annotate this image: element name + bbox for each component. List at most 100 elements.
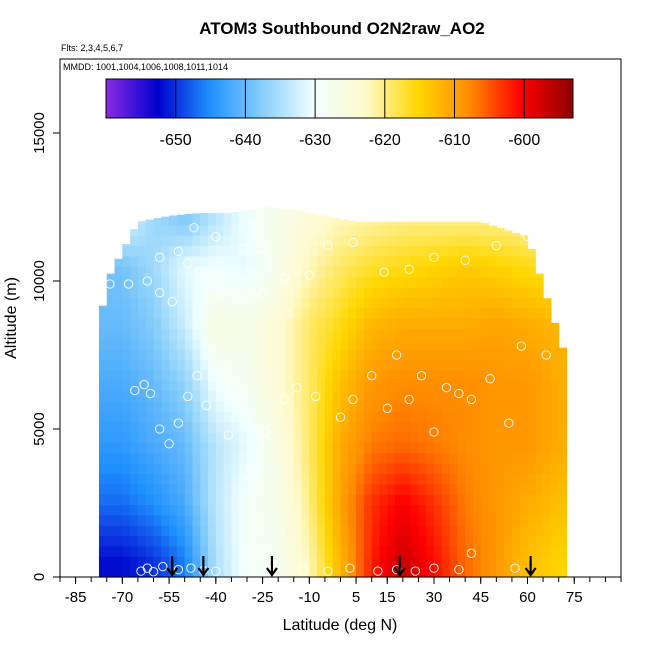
heatmap-cell	[254, 328, 264, 340]
x-tick-label: -70	[111, 589, 133, 606]
heatmap-cell	[379, 421, 388, 433]
heatmap-cell	[402, 224, 412, 236]
heatmap-cell	[285, 431, 295, 443]
heatmap-cell	[356, 338, 365, 350]
heatmap-cell	[511, 232, 521, 236]
heatmap-cell	[208, 349, 217, 361]
heatmap-cell	[426, 494, 435, 506]
heatmap-cell	[169, 369, 178, 381]
heatmap-cell	[293, 349, 303, 361]
heatmap-cell	[379, 390, 388, 402]
heatmap-cell	[465, 473, 474, 485]
heatmap-cell	[504, 525, 513, 537]
heatmap-cell	[395, 411, 404, 423]
heatmap-cell	[550, 525, 560, 537]
heatmap-cell	[169, 400, 178, 412]
heatmap-cell	[348, 255, 357, 267]
heatmap-cell	[270, 328, 279, 340]
heatmap-cell	[301, 245, 310, 257]
heatmap-cell	[527, 535, 536, 547]
heatmap-cell	[247, 566, 256, 578]
observation-point	[145, 388, 156, 399]
heatmap-cell	[122, 442, 131, 454]
heatmap-cell	[130, 286, 139, 298]
heatmap-cell	[511, 276, 521, 288]
heatmap-cell	[387, 235, 396, 247]
heatmap-cell	[519, 349, 529, 361]
heatmap-cell	[371, 473, 381, 485]
heatmap-cell	[488, 525, 497, 537]
heatmap-cell	[285, 411, 295, 423]
heatmap-cell	[309, 214, 318, 226]
heatmap-cell	[472, 483, 482, 495]
heatmap-cell	[472, 452, 482, 464]
heatmap-cell	[418, 245, 427, 257]
heatmap-cell	[550, 400, 560, 412]
heatmap-cell	[262, 266, 271, 278]
heatmap-cell	[418, 525, 427, 537]
observation-point	[155, 288, 165, 298]
heatmap-cell	[543, 525, 552, 537]
heatmap-cell	[106, 369, 116, 381]
heatmap-cell	[449, 431, 458, 443]
heatmap-cell	[402, 286, 412, 298]
heatmap-cell	[395, 338, 404, 350]
heatmap-cell	[519, 307, 529, 319]
flight-arrow	[197, 556, 210, 577]
heatmap-cell	[137, 545, 147, 557]
heatmap-cell	[340, 307, 349, 319]
heatmap-cell	[543, 535, 552, 547]
heatmap-cell	[301, 463, 310, 474]
heatmap-cell	[340, 359, 349, 371]
heatmap-cell	[285, 442, 295, 454]
heatmap-cell	[465, 483, 474, 495]
heatmap-cell	[363, 297, 373, 309]
heatmap-cell	[402, 556, 412, 568]
heatmap-cell	[239, 245, 248, 257]
heatmap-cell	[231, 328, 240, 340]
heatmap-cell	[215, 545, 225, 557]
heatmap-cell	[278, 431, 287, 443]
heatmap-cell	[301, 494, 310, 506]
heatmap-cell	[472, 400, 482, 412]
heatmap-cell	[161, 328, 170, 340]
heatmap-cell	[543, 473, 552, 485]
heatmap-cell	[137, 266, 147, 278]
heatmap-cell	[169, 359, 178, 371]
heatmap-cell	[480, 349, 490, 361]
heatmap-cell	[106, 349, 116, 361]
heatmap-cell	[98, 359, 108, 371]
heatmap-cell	[309, 213, 318, 215]
heatmap-cell	[363, 545, 373, 557]
heatmap-cell	[324, 266, 334, 278]
heatmap-cell	[410, 369, 420, 381]
heatmap-cell	[418, 473, 427, 485]
heatmap-cell	[363, 494, 373, 506]
heatmap-cell	[449, 400, 458, 412]
heatmap-cell	[519, 545, 529, 557]
heatmap-cell	[200, 380, 209, 392]
heatmap-cell	[441, 235, 451, 247]
heatmap-cell	[270, 525, 279, 537]
heatmap-cell	[371, 525, 381, 537]
heatmap-cell	[309, 494, 318, 506]
heatmap-cell	[285, 369, 295, 381]
heatmap-cell	[496, 227, 505, 236]
observation-point	[148, 567, 159, 577]
heatmap-cell	[145, 452, 155, 464]
heatmap-cell	[184, 463, 194, 474]
heatmap-cell	[317, 463, 326, 474]
heatmap-cell	[426, 286, 435, 298]
heatmap-cell	[200, 245, 209, 257]
heatmap-cell	[395, 245, 404, 257]
heatmap-cell	[208, 556, 217, 568]
heatmap-cell	[480, 390, 490, 402]
heatmap-cell	[145, 525, 155, 537]
heatmap-cell	[535, 400, 544, 412]
heatmap-cell	[192, 328, 201, 340]
heatmap-cell	[317, 215, 326, 226]
heatmap-cell	[356, 245, 365, 257]
heatmap-cell	[441, 349, 451, 361]
heatmap-cell	[231, 245, 240, 257]
heatmap-cell	[231, 545, 240, 557]
